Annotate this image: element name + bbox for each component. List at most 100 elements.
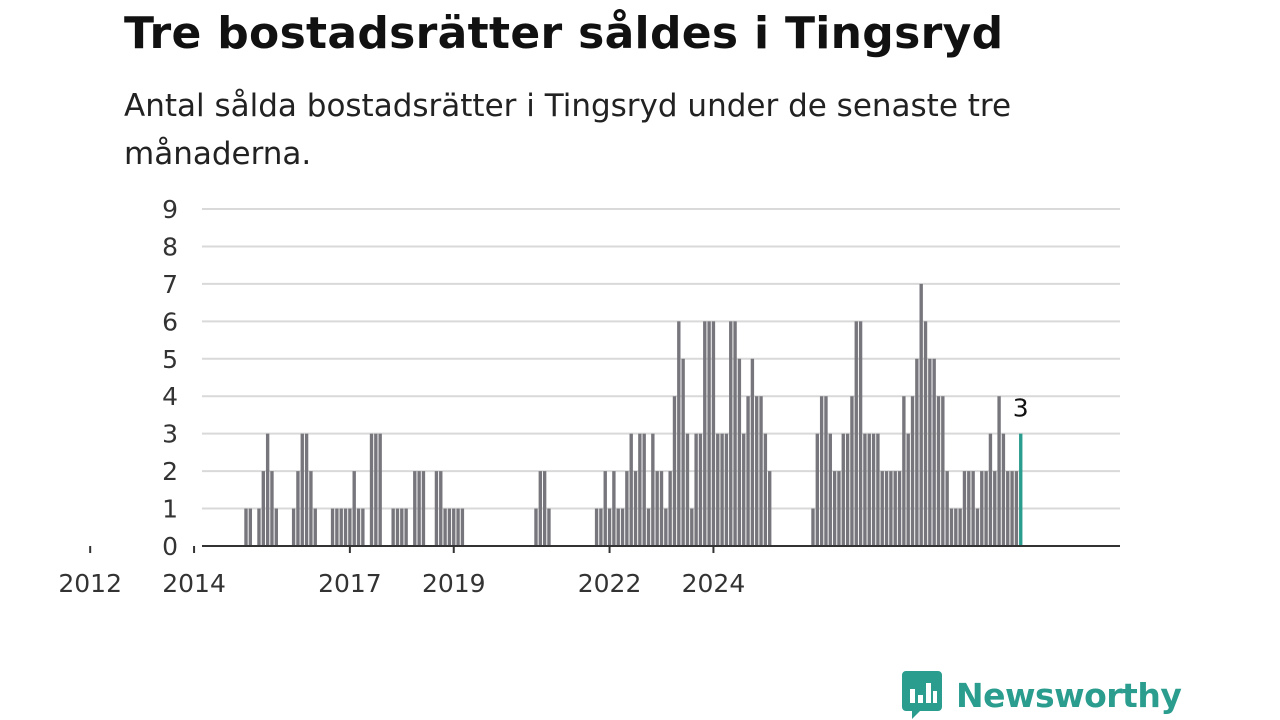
bar: [954, 508, 958, 546]
bar: [841, 433, 845, 546]
bar: [945, 471, 949, 546]
bar: [889, 471, 893, 546]
bar: [261, 471, 266, 546]
bar: [404, 508, 408, 546]
y-tick-label: 2: [162, 457, 178, 486]
bar: [884, 471, 889, 546]
bar: [746, 396, 750, 546]
bar: [646, 508, 651, 546]
bar: [534, 508, 538, 546]
bar: [993, 471, 997, 546]
bar: [962, 471, 967, 546]
newsworthy-logo-icon: [902, 671, 942, 719]
bar: [439, 471, 443, 546]
bar: [625, 471, 629, 546]
x-tick-label: 2012: [58, 569, 122, 598]
bar: [815, 433, 820, 546]
bar: [659, 471, 664, 546]
bar: [681, 358, 685, 546]
bar: [443, 508, 447, 546]
bar: [811, 508, 815, 546]
bar: [1014, 471, 1019, 546]
bar: [629, 433, 633, 546]
bar: [711, 321, 716, 546]
bar: [698, 433, 703, 546]
bar: [677, 321, 681, 546]
bar: [837, 471, 841, 546]
bar: [309, 471, 313, 546]
bar: [988, 433, 993, 546]
bar: [742, 433, 746, 546]
bar: [923, 321, 928, 546]
bar: [906, 433, 910, 546]
bar: [932, 358, 936, 546]
bar: [369, 433, 374, 546]
bar: [452, 508, 456, 546]
bar: [716, 433, 720, 546]
brand-name: Newsworthy: [956, 675, 1182, 715]
bar: [694, 433, 698, 546]
bar: [400, 508, 404, 546]
bar: [361, 508, 365, 546]
x-tick-label: 2024: [682, 569, 746, 598]
bar: [819, 396, 824, 546]
bar: [941, 396, 945, 546]
bar: [300, 433, 304, 546]
bar: [997, 396, 1001, 546]
bar: [975, 508, 980, 546]
y-tick-label: 5: [162, 345, 178, 374]
bar: [871, 433, 876, 546]
chart-title: Tre bostadsrätter såldes i Tingsryd: [124, 8, 1004, 59]
bar: [296, 471, 300, 546]
bar: [638, 433, 642, 546]
bar: [858, 321, 863, 546]
bar: [330, 508, 335, 546]
bar: [304, 433, 309, 546]
bar: [270, 471, 274, 546]
bar: [690, 508, 694, 546]
bar: [707, 321, 711, 546]
highlighted-bar: [1019, 433, 1023, 546]
bar: [759, 396, 763, 546]
bar: [542, 471, 547, 546]
y-tick-label: 0: [162, 532, 178, 561]
bar: [755, 396, 759, 546]
x-tick-label: 2014: [162, 569, 226, 598]
bar: [265, 433, 270, 546]
bar: [668, 471, 672, 546]
bar: [356, 508, 361, 546]
bar: [417, 471, 421, 546]
bar: [936, 396, 941, 546]
bar: [828, 433, 832, 546]
y-tick-label: 8: [162, 232, 178, 261]
bar: [599, 508, 603, 546]
bar: [850, 396, 854, 546]
y-tick-label: 6: [162, 307, 178, 336]
y-tick-label: 7: [162, 270, 178, 299]
bar: [291, 508, 296, 546]
x-tick-label: 2022: [578, 569, 642, 598]
bar: [832, 471, 837, 546]
bar: [391, 508, 395, 546]
bar: [257, 508, 261, 546]
bar: [672, 396, 677, 546]
bar: [867, 433, 871, 546]
bar: [1001, 433, 1006, 546]
bar: [633, 471, 638, 546]
bar: [893, 471, 897, 546]
bar: [248, 508, 253, 546]
bar: [620, 508, 625, 546]
bar: [395, 508, 400, 546]
bar: [729, 321, 733, 546]
bar: [547, 508, 551, 546]
bar: [863, 433, 867, 546]
highlight-value-label: 3: [1013, 394, 1029, 423]
bar: [1006, 471, 1010, 546]
bar: [339, 508, 343, 546]
bar: [616, 508, 620, 546]
bar: [880, 471, 884, 546]
bar: [915, 358, 919, 546]
bar: [460, 508, 465, 546]
bar: [685, 433, 690, 546]
